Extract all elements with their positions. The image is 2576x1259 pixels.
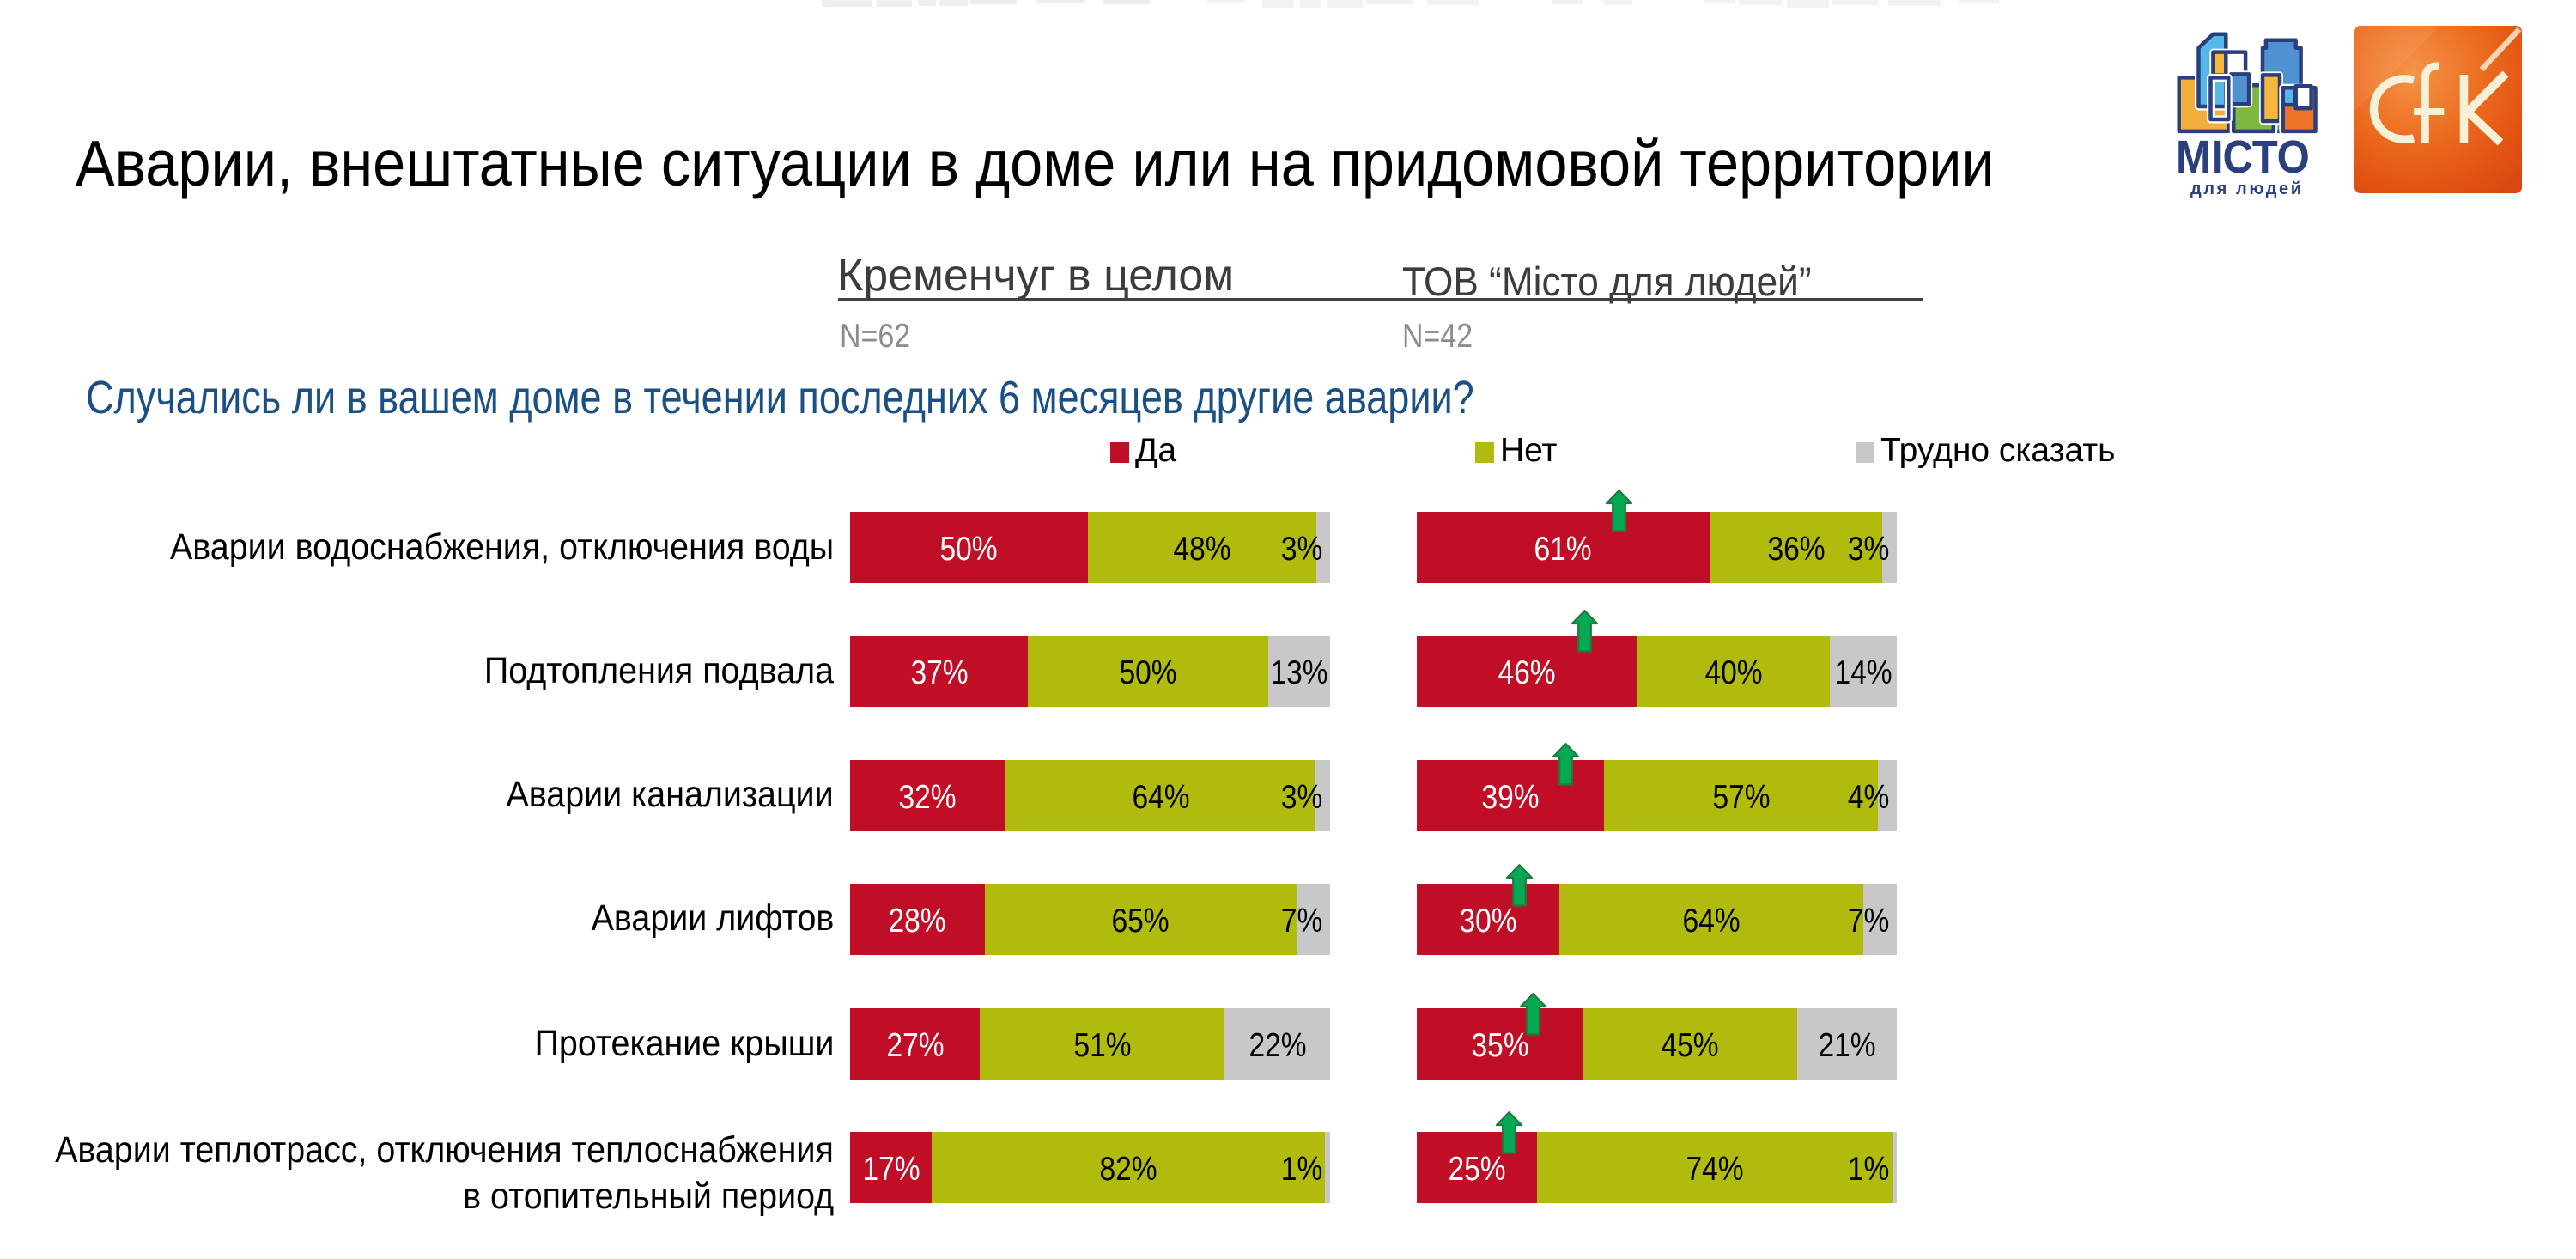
svg-text:МІСТО: МІСТО [2176,131,2310,183]
svg-text:для людей: для людей [2190,179,2304,198]
